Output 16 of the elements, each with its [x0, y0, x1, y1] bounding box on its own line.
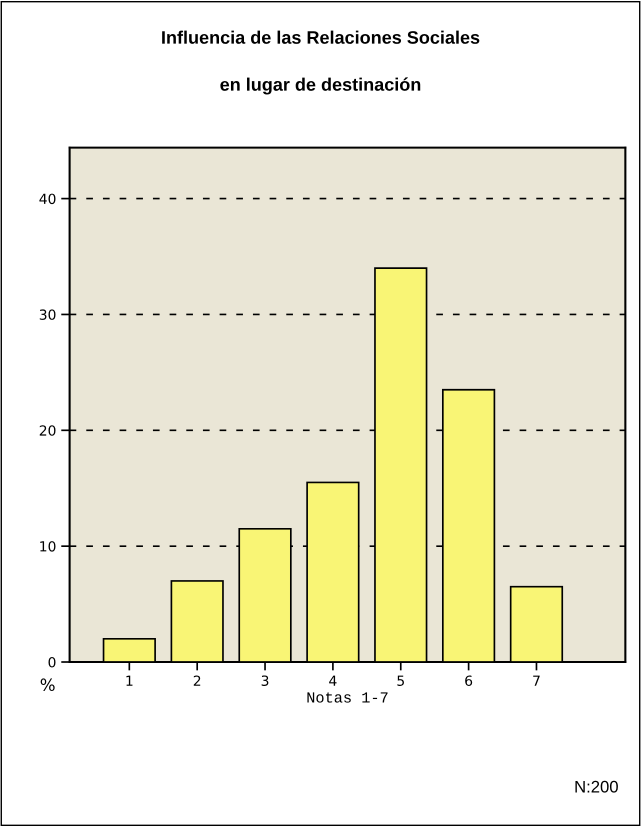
- x-tick-label: 1: [126, 676, 132, 686]
- x-tick-label: 6: [465, 675, 472, 686]
- x-tick-label: 4: [329, 676, 337, 686]
- y-tick-label: 30: [40, 309, 56, 320]
- chart-title: Influencia de las Relaciones Sociales en lugar de destinación: [162, 30, 480, 94]
- y-tick-label: 20: [40, 425, 56, 436]
- text: N:200: [575, 780, 618, 793]
- x-tick-label: 3: [262, 675, 268, 686]
- y-axis-title: %: [40, 678, 55, 692]
- x-tick-label: 2: [194, 675, 200, 686]
- x-tick-label: 7: [533, 676, 540, 686]
- y-tick-label: 10: [40, 541, 56, 552]
- x-axis-title: Notas 1-7: [307, 692, 388, 703]
- y-tick-label: 0: [48, 656, 56, 668]
- y-tick-label: 40: [39, 194, 56, 204]
- x-tick-label: 5: [397, 676, 404, 686]
